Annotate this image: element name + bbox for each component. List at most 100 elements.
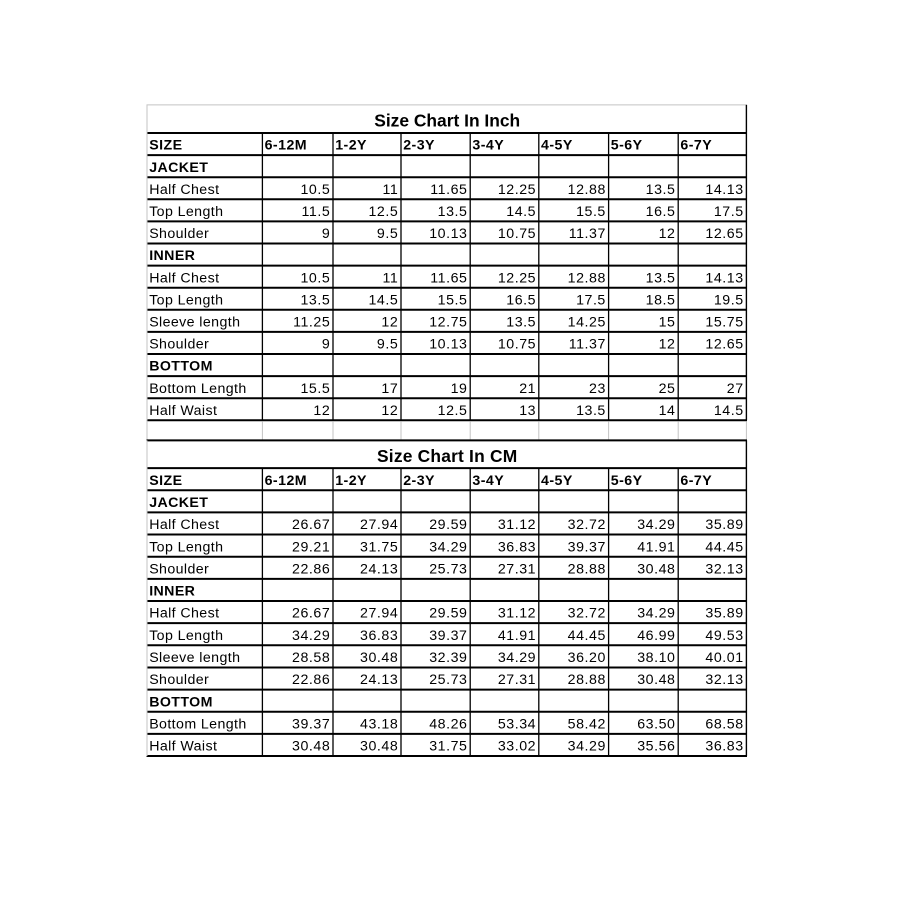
svg-text:Shoulder: Shoulder (149, 561, 209, 577)
svg-text:11.37: 11.37 (569, 337, 606, 353)
svg-text:17: 17 (381, 381, 398, 397)
svg-text:27.31: 27.31 (498, 561, 536, 577)
svg-text:32.13: 32.13 (705, 672, 743, 688)
svg-text:35.56: 35.56 (637, 739, 675, 755)
svg-text:Half Waist: Half Waist (149, 739, 217, 755)
svg-text:14.13: 14.13 (705, 270, 743, 286)
svg-text:44.45: 44.45 (568, 628, 606, 644)
svg-text:31.75: 31.75 (360, 539, 398, 555)
svg-text:36.83: 36.83 (360, 628, 398, 644)
svg-text:28.58: 28.58 (292, 650, 330, 666)
svg-text:30.48: 30.48 (292, 739, 330, 755)
svg-text:25: 25 (659, 381, 676, 397)
svg-text:12.5: 12.5 (368, 204, 398, 220)
svg-text:30.48: 30.48 (637, 561, 675, 577)
svg-text:27.94: 27.94 (360, 517, 398, 533)
svg-text:35.89: 35.89 (705, 517, 743, 533)
svg-text:28.88: 28.88 (568, 672, 606, 688)
svg-text:58.42: 58.42 (568, 716, 606, 732)
svg-text:63.50: 63.50 (637, 716, 675, 732)
svg-text:48.26: 48.26 (429, 716, 467, 732)
svg-text:18.5: 18.5 (646, 292, 676, 308)
svg-text:24.13: 24.13 (360, 672, 398, 688)
svg-text:14.5: 14.5 (368, 292, 398, 308)
svg-text:36.20: 36.20 (568, 650, 606, 666)
svg-text:11.37: 11.37 (569, 226, 606, 242)
svg-text:2-3Y: 2-3Y (403, 138, 435, 154)
svg-text:16.5: 16.5 (506, 292, 536, 308)
svg-text:11: 11 (382, 182, 398, 198)
svg-text:Size Chart In Inch: Size Chart In Inch (374, 110, 520, 130)
svg-text:BOTTOM: BOTTOM (149, 694, 213, 710)
svg-text:29.21: 29.21 (292, 539, 330, 555)
svg-text:9: 9 (322, 226, 330, 242)
svg-text:17.5: 17.5 (576, 292, 606, 308)
svg-text:1-2Y: 1-2Y (335, 473, 367, 489)
svg-text:15: 15 (659, 315, 676, 331)
svg-text:6-12M: 6-12M (265, 473, 307, 489)
svg-text:32.39: 32.39 (429, 650, 467, 666)
svg-text:16.5: 16.5 (646, 204, 676, 220)
svg-text:21: 21 (519, 381, 536, 397)
svg-text:34.29: 34.29 (637, 517, 675, 533)
svg-text:Shoulder: Shoulder (149, 672, 209, 688)
svg-text:6-7Y: 6-7Y (680, 138, 712, 154)
svg-text:31.75: 31.75 (429, 739, 467, 755)
svg-text:41.91: 41.91 (498, 628, 536, 644)
svg-text:Half Chest: Half Chest (149, 182, 219, 198)
svg-text:Half Chest: Half Chest (149, 517, 219, 533)
svg-text:40.01: 40.01 (705, 650, 743, 666)
svg-text:12.25: 12.25 (498, 182, 536, 198)
svg-text:SIZE: SIZE (149, 473, 182, 489)
svg-text:34.29: 34.29 (637, 606, 675, 622)
svg-text:49.53: 49.53 (705, 628, 743, 644)
svg-text:Top Length: Top Length (149, 292, 223, 308)
svg-text:6-7Y: 6-7Y (680, 473, 712, 489)
svg-text:19.5: 19.5 (714, 292, 744, 308)
svg-text:24.13: 24.13 (360, 561, 398, 577)
svg-text:JACKET: JACKET (149, 495, 208, 511)
svg-text:39.37: 39.37 (429, 628, 467, 644)
svg-text:29.59: 29.59 (429, 606, 467, 622)
svg-text:31.12: 31.12 (498, 606, 536, 622)
svg-text:11.65: 11.65 (430, 182, 467, 198)
svg-text:Half Chest: Half Chest (149, 270, 219, 286)
svg-text:13.5: 13.5 (576, 403, 606, 419)
svg-text:JACKET: JACKET (149, 160, 208, 176)
svg-text:53.34: 53.34 (498, 716, 536, 732)
svg-text:30.48: 30.48 (637, 672, 675, 688)
svg-text:30.48: 30.48 (360, 650, 398, 666)
svg-text:12.75: 12.75 (429, 315, 467, 331)
svg-text:13.5: 13.5 (300, 292, 330, 308)
svg-text:Half Chest: Half Chest (149, 606, 219, 622)
svg-text:Half Waist: Half Waist (149, 403, 217, 419)
svg-text:13.5: 13.5 (438, 204, 468, 220)
svg-text:12: 12 (659, 226, 676, 242)
svg-text:Top Length: Top Length (149, 204, 223, 220)
svg-text:10.75: 10.75 (498, 226, 536, 242)
svg-text:11.65: 11.65 (430, 270, 467, 286)
svg-text:34.29: 34.29 (568, 739, 606, 755)
svg-text:22.86: 22.86 (292, 672, 330, 688)
svg-text:14.5: 14.5 (506, 204, 536, 220)
svg-text:INNER: INNER (149, 248, 195, 264)
svg-text:25.73: 25.73 (429, 672, 467, 688)
svg-text:3-4Y: 3-4Y (472, 473, 504, 489)
svg-text:32.72: 32.72 (568, 517, 606, 533)
svg-text:14.25: 14.25 (568, 315, 606, 331)
svg-text:35.89: 35.89 (705, 606, 743, 622)
svg-text:Bottom Length: Bottom Length (149, 381, 246, 397)
svg-text:Size Chart In CM: Size Chart In CM (377, 446, 517, 466)
svg-text:3-4Y: 3-4Y (472, 138, 504, 154)
svg-text:12: 12 (381, 403, 398, 419)
svg-text:Top Length: Top Length (149, 628, 223, 644)
svg-text:2-3Y: 2-3Y (403, 473, 435, 489)
svg-text:Bottom Length: Bottom Length (149, 716, 246, 732)
svg-text:Sleeve length: Sleeve length (149, 650, 240, 666)
svg-text:15.5: 15.5 (300, 381, 330, 397)
svg-text:14.13: 14.13 (705, 182, 743, 198)
svg-text:68.58: 68.58 (705, 716, 743, 732)
svg-text:10.13: 10.13 (429, 226, 467, 242)
svg-text:14: 14 (659, 403, 676, 419)
svg-text:32.72: 32.72 (568, 606, 606, 622)
